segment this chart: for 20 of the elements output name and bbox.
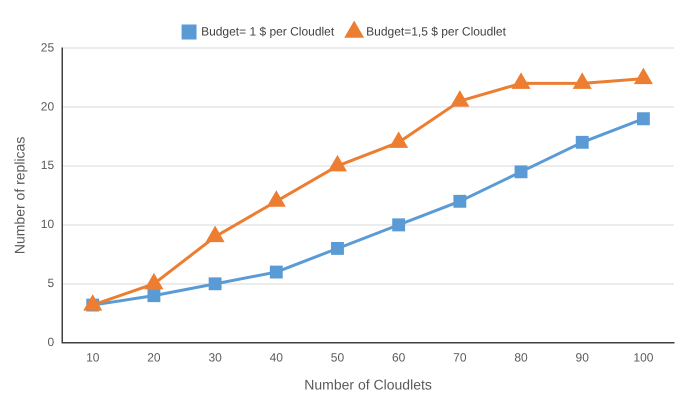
- x-tick-label: 60: [392, 350, 406, 364]
- y-tick-label: 0: [47, 335, 54, 350]
- x-tick-label: 100: [633, 350, 654, 364]
- y-tick-label: 20: [40, 99, 54, 114]
- y-tick-label: 5: [47, 276, 54, 290]
- legend-label: Budget= 1 $ per Cloudlet: [201, 24, 335, 38]
- y-tick-label: 25: [40, 40, 54, 54]
- x-tick-label: 80: [514, 350, 528, 364]
- y-tick-label: 15: [40, 158, 54, 172]
- y-tick-label: 10: [40, 217, 54, 232]
- x-tick-label: 10: [86, 350, 100, 364]
- legend-label: Budget=1,5 $ per Cloudlet: [366, 24, 507, 38]
- x-axis-title: Number of Cloudlets: [304, 376, 432, 392]
- y-axis-title: Number of replicas: [11, 136, 28, 254]
- x-tick-label: 30: [208, 350, 222, 364]
- x-tick-label: 20: [147, 350, 161, 364]
- x-tick-label: 50: [330, 350, 344, 364]
- x-tick-label: 90: [576, 350, 590, 364]
- x-tick-label: 70: [453, 350, 467, 364]
- x-tick-label: 40: [270, 350, 284, 364]
